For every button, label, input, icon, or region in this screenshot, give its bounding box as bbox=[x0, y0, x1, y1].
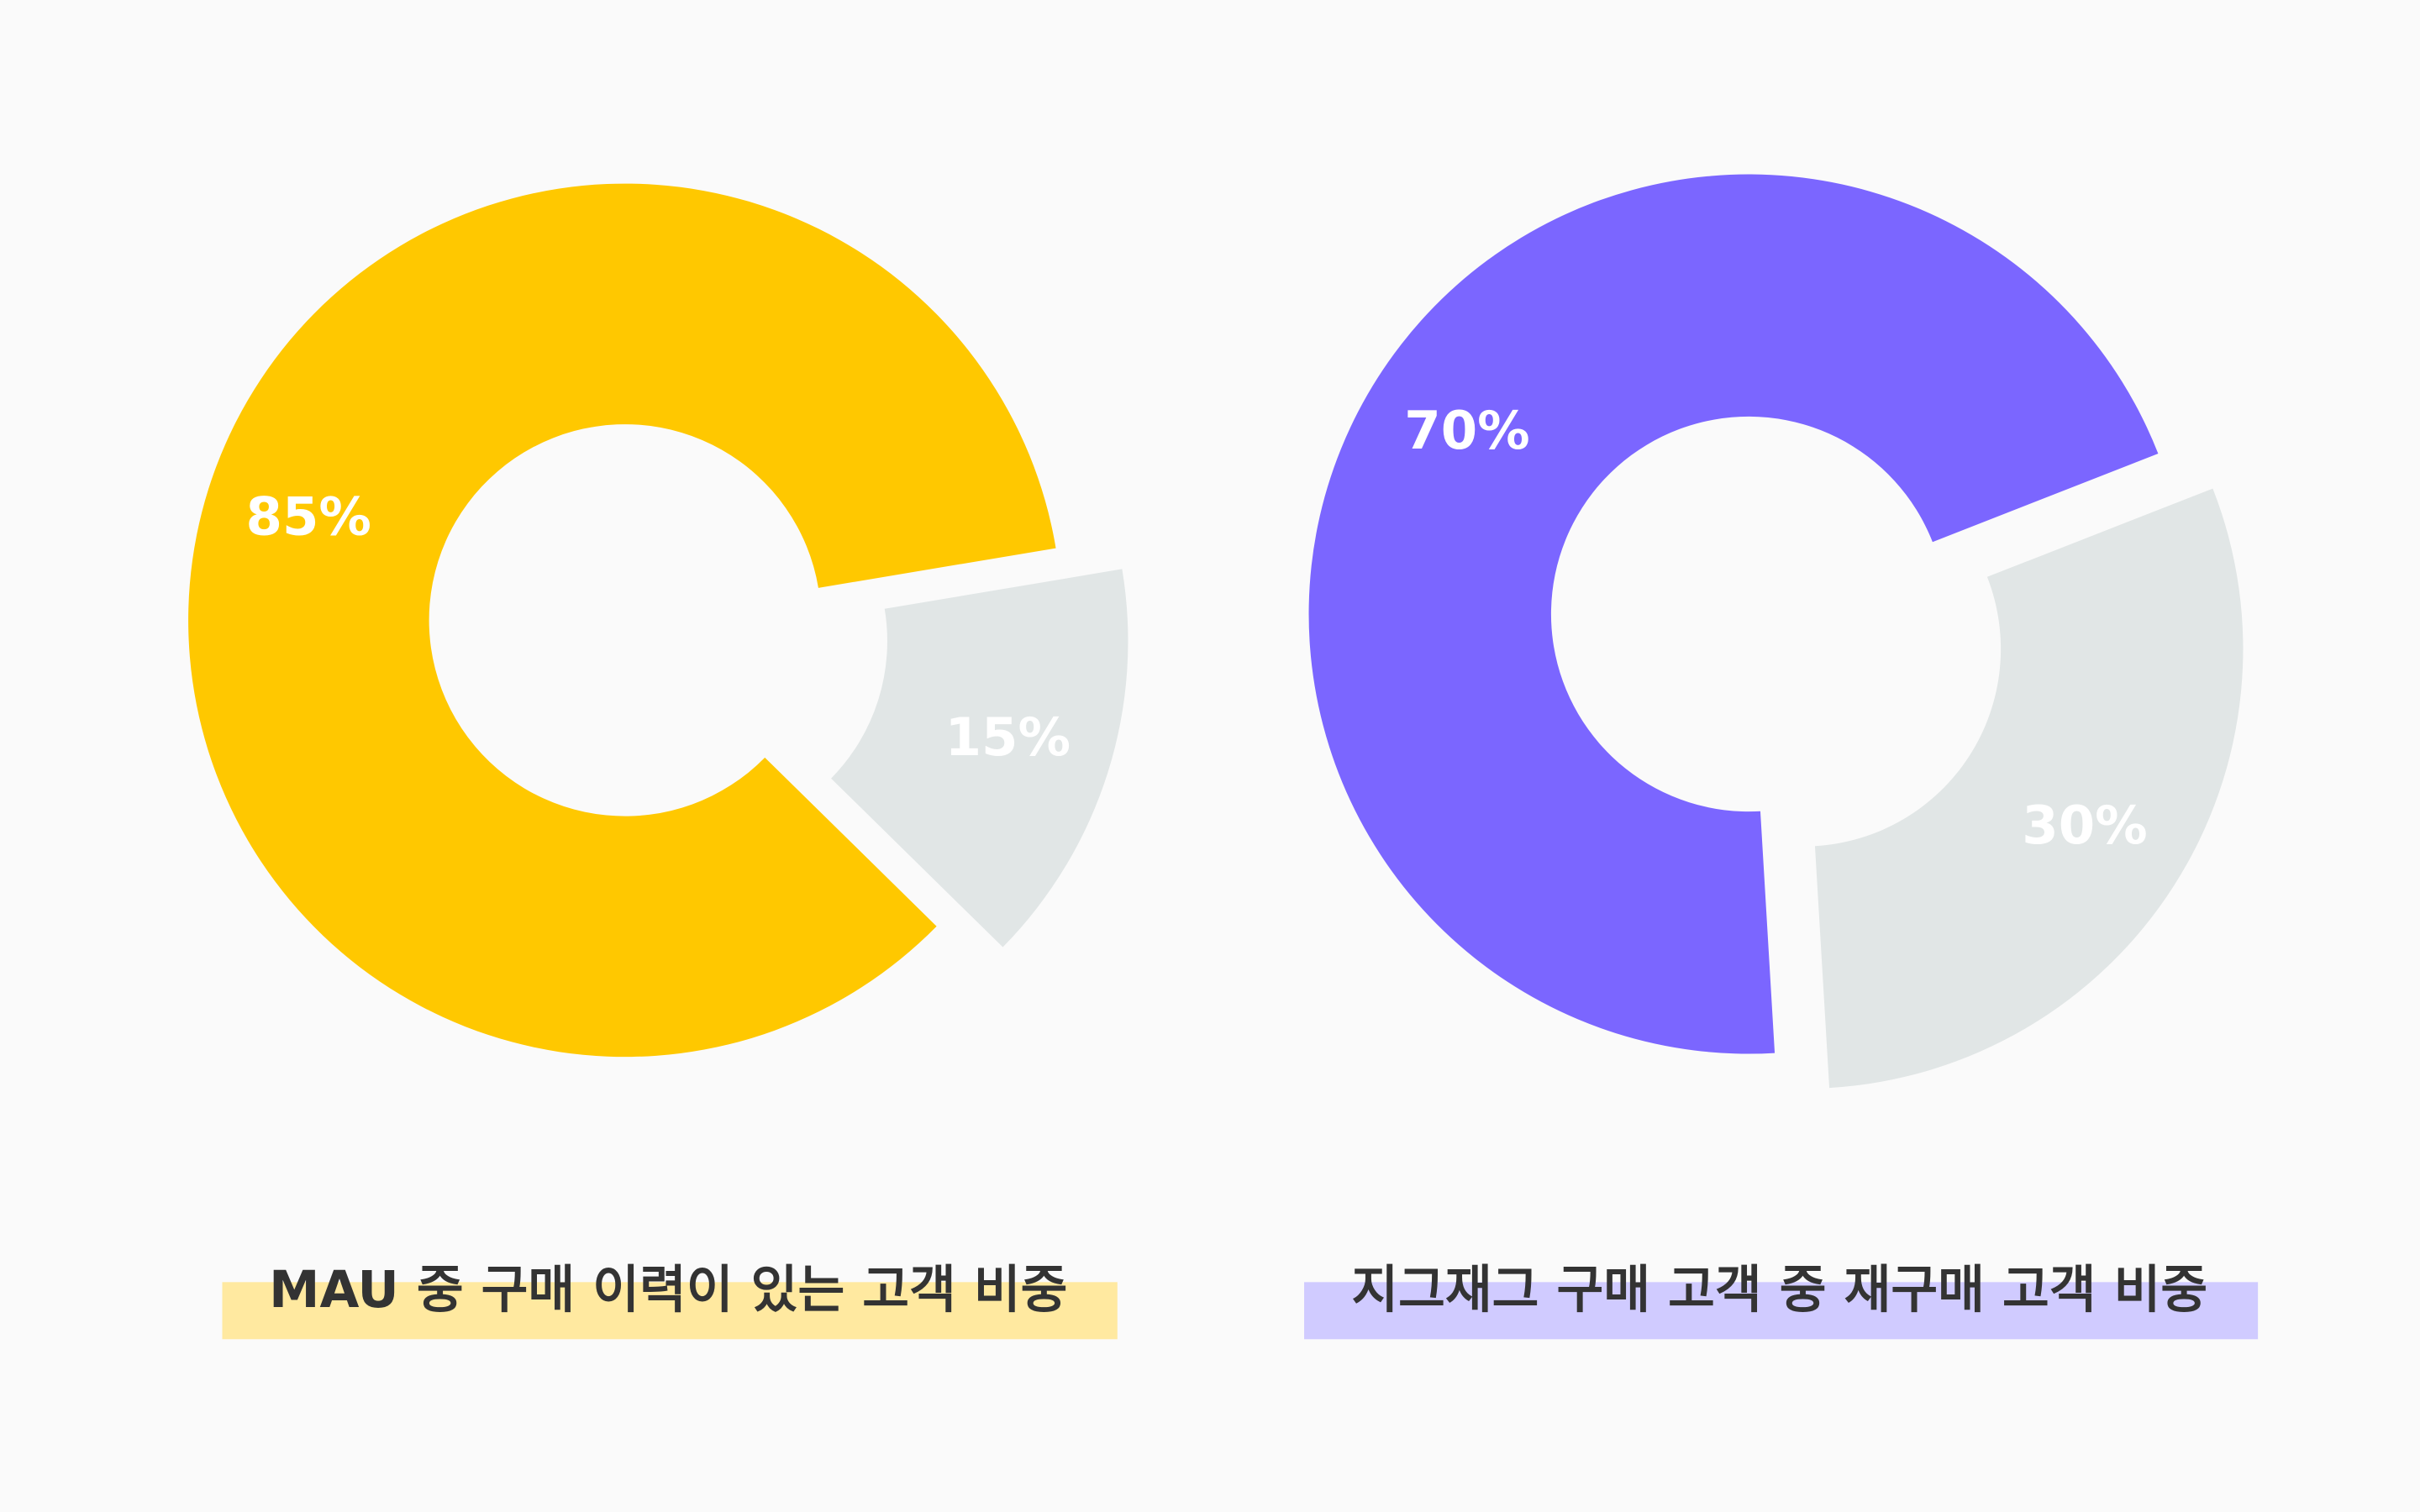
chart-title: MAU 중 구매 이력이 있는 고객 비중 bbox=[269, 1261, 1067, 1320]
pie-slice bbox=[831, 569, 1128, 948]
value-label: 30% bbox=[2022, 795, 2147, 856]
pie-slice bbox=[188, 183, 1056, 1058]
chart-title: 지그재그 구매 고객 중 재구매 고객 비중 bbox=[1351, 1261, 2207, 1320]
pie-slice bbox=[1814, 488, 2244, 1089]
pie-slice bbox=[1308, 174, 2159, 1054]
title-highlight bbox=[222, 1282, 1118, 1340]
value-label: 15% bbox=[945, 706, 1071, 768]
value-label: 70% bbox=[1404, 400, 1529, 461]
title-highlight bbox=[1304, 1282, 2259, 1340]
value-label: 85% bbox=[246, 486, 371, 548]
